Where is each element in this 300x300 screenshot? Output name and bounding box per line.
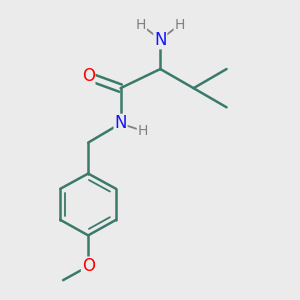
Text: O: O — [82, 257, 95, 275]
Text: N: N — [114, 115, 127, 133]
Text: N: N — [154, 31, 167, 49]
Text: H: H — [137, 124, 148, 138]
Text: H: H — [136, 18, 146, 32]
Text: O: O — [82, 68, 95, 85]
Text: H: H — [174, 18, 184, 32]
